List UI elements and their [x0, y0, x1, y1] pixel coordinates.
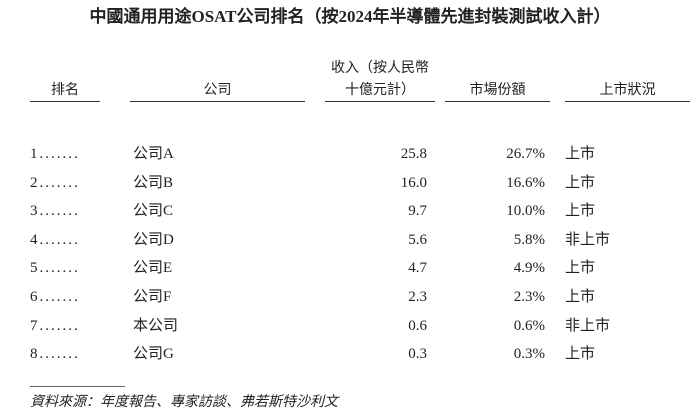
rank-cell: 2.......	[30, 174, 80, 191]
status-cell: 非上市	[565, 317, 611, 334]
revenue-cell: 4.7	[408, 260, 427, 277]
source-note: 資料來源：年度報告、專家訪談、弗若斯特沙利文	[30, 395, 338, 410]
revenue-cell: 0.3	[408, 346, 427, 363]
source-rule	[30, 386, 125, 387]
share-cell: 0.6%	[513, 317, 545, 334]
status-cell: 上市	[565, 346, 596, 363]
header-rule	[565, 101, 690, 102]
rank-cell: 6.......	[30, 289, 80, 305]
status-cell: 上市	[565, 174, 596, 191]
header-cell: 上市狀況	[599, 83, 656, 98]
company-cell: 公司C	[133, 203, 174, 220]
header-cell: 收入（按人民幣	[331, 61, 429, 76]
company-cell: 公司B	[133, 174, 174, 191]
revenue-cell: 0.6	[408, 317, 427, 334]
company-cell: 公司G	[133, 346, 174, 363]
company-cell: 公司F	[133, 289, 172, 305]
status-cell: 上市	[565, 260, 596, 277]
share-cell: 10.0%	[506, 203, 545, 220]
revenue-cell: 2.3	[408, 289, 427, 305]
status-cell: 非上市	[565, 231, 611, 248]
header-cell: 排名	[51, 83, 79, 98]
rank-cell: 1.......	[30, 146, 80, 162]
header-cell: 市場份額	[469, 83, 526, 98]
share-cell: 26.7%	[506, 146, 545, 162]
company-cell: 公司D	[133, 231, 174, 248]
share-cell: 2.3%	[513, 289, 545, 305]
company-cell: 本公司	[133, 317, 179, 334]
header-rule	[445, 101, 550, 102]
header-cell: 公司	[203, 83, 232, 98]
rank-cell: 5.......	[30, 260, 80, 277]
header-rule	[30, 101, 100, 102]
header-rule	[130, 101, 305, 102]
header-rule	[325, 101, 435, 102]
rank-cell: 7.......	[30, 317, 80, 334]
share-cell: 5.8%	[513, 231, 545, 248]
revenue-cell: 16.0	[400, 174, 427, 191]
header-cell: 十億元計）	[345, 83, 415, 98]
status-cell: 上市	[565, 289, 596, 305]
rank-cell: 8.......	[30, 346, 80, 363]
status-cell: 上市	[565, 146, 596, 162]
title: 中國通用用途OSAT公司排名（按2024年半導體先進封裝測試收入計）	[89, 7, 611, 26]
revenue-cell: 9.7	[408, 203, 427, 220]
revenue-cell: 25.8	[400, 146, 427, 162]
share-cell: 0.3%	[513, 346, 545, 363]
status-cell: 上市	[565, 203, 596, 220]
share-cell: 4.9%	[513, 260, 545, 277]
company-cell: 公司E	[133, 260, 173, 277]
rank-cell: 4.......	[30, 231, 80, 248]
revenue-cell: 5.6	[408, 231, 427, 248]
share-cell: 16.6%	[506, 174, 545, 191]
company-cell: 公司A	[133, 146, 174, 162]
rank-cell: 3.......	[30, 203, 80, 220]
